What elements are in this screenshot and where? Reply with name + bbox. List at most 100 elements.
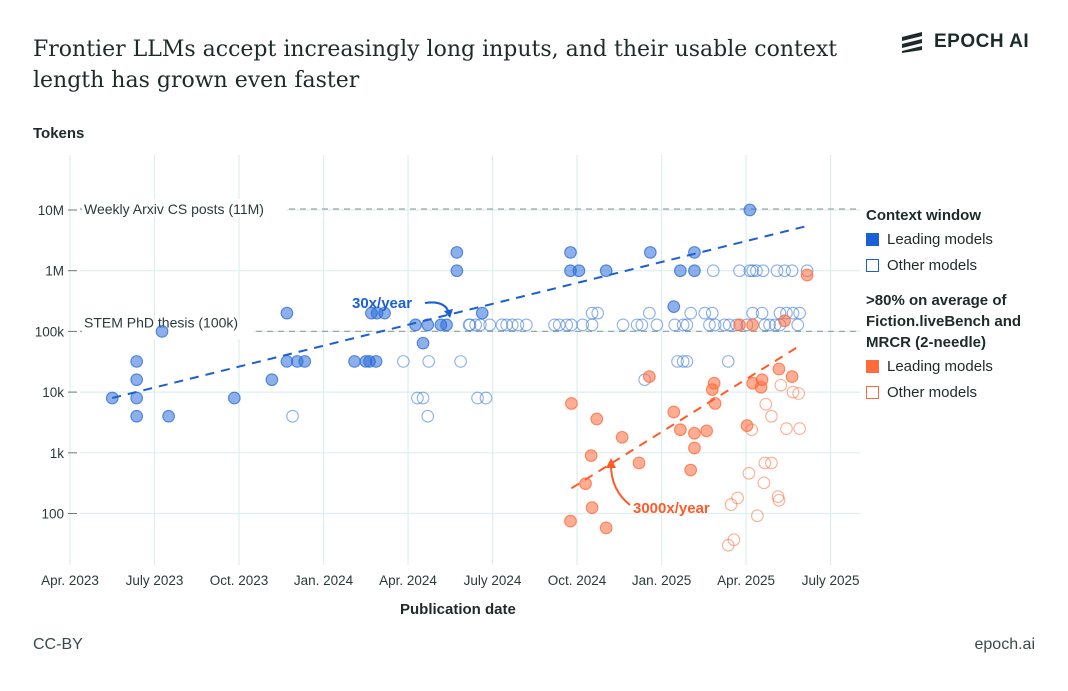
- context-leading-point: [130, 373, 144, 387]
- arrowhead-icon: [606, 458, 616, 468]
- x-tick-label: July 2023: [126, 573, 184, 588]
- usable-leading-point: [585, 501, 599, 514]
- x-tick-label: July 2025: [802, 573, 860, 588]
- usable-leading-point: [564, 514, 577, 528]
- context-other-point: [463, 318, 477, 332]
- context-leading-point: [265, 373, 279, 387]
- context-other-point: [676, 318, 690, 332]
- trend-label-orange: 3000x/year: [633, 500, 710, 517]
- reference-label: STEM PhD thesis (100k): [84, 314, 238, 330]
- trend-line: [112, 224, 809, 399]
- site-link[interactable]: epoch.ai: [974, 636, 1036, 653]
- context-leading-point: [130, 355, 144, 368]
- context-other-point: [698, 306, 712, 320]
- trend-line: [570, 344, 801, 490]
- usable-other-point: [774, 378, 788, 392]
- context-leading-point: [673, 264, 687, 278]
- usable-leading-point: [643, 370, 656, 383]
- usable-leading-point: [590, 412, 604, 426]
- context-leading-point: [227, 391, 241, 405]
- context-other-point: [422, 355, 436, 368]
- usable-other-point: [745, 423, 759, 437]
- context-other-point: [785, 264, 799, 278]
- context-leading-point: [378, 306, 391, 320]
- context-other-point: [778, 264, 791, 278]
- context-other-point: [718, 318, 731, 332]
- legend-group1-title: Context window: [866, 207, 981, 224]
- context-other-point: [471, 391, 484, 405]
- usable-leading-point: [778, 314, 791, 328]
- context-leading-point: [450, 264, 464, 278]
- context-other-point: [462, 318, 476, 332]
- context-other-point: [680, 355, 694, 368]
- context-leading-point: [348, 355, 361, 368]
- context-other-point: [643, 306, 656, 320]
- context-leading-point: [298, 355, 312, 368]
- legend: Context window Leading models Other mode…: [866, 205, 1021, 405]
- context-leading-point: [130, 409, 144, 423]
- usable-leading-point: [673, 423, 687, 437]
- x-tick-label: Jan. 2024: [294, 573, 354, 588]
- context-other-point: [676, 355, 690, 368]
- x-tick-label: Jan. 2025: [632, 573, 691, 588]
- context-other-point: [421, 409, 435, 423]
- y-tick-label: 1k: [50, 446, 65, 461]
- y-tick-label: 100k: [35, 324, 65, 339]
- context-leading-point: [280, 306, 294, 320]
- context-leading-point: [369, 355, 383, 368]
- context-other-point: [680, 318, 694, 332]
- context-other-point: [684, 306, 698, 320]
- context-other-point: [469, 318, 482, 332]
- context-other-point: [591, 306, 605, 320]
- context-other-point: [505, 318, 519, 332]
- usable-other-point: [786, 385, 800, 399]
- usable-other-point: [765, 409, 778, 423]
- context-other-point: [758, 318, 772, 332]
- context-leading-point: [688, 264, 701, 278]
- x-axis-label: Publication date: [400, 601, 516, 618]
- context-other-point: [479, 391, 493, 405]
- context-leading-point: [599, 264, 613, 278]
- usable-leading-point: [700, 424, 713, 438]
- usable-other-point: [742, 466, 756, 480]
- usable-leading-point: [772, 362, 786, 376]
- context-other-point: [585, 306, 599, 320]
- hollow-blue-square-icon: [866, 258, 879, 272]
- context-leading-point: [688, 246, 701, 259]
- context-leading-point: [440, 318, 453, 332]
- arrow-icon: [610, 464, 631, 506]
- usable-leading-point: [565, 397, 578, 410]
- context-leading-point: [743, 203, 757, 217]
- context-other-point: [705, 306, 719, 320]
- usable-other-point: [793, 422, 806, 435]
- usable-other-point: [765, 456, 778, 470]
- context-leading-point: [450, 246, 464, 259]
- context-other-point: [576, 318, 590, 332]
- arrowhead-icon: [444, 309, 453, 318]
- y-tick-label: 10k: [42, 385, 64, 400]
- usable-leading-point: [579, 477, 592, 491]
- usable-leading-point: [599, 521, 613, 535]
- x-tick-label: Oct. 2023: [210, 573, 269, 588]
- context-other-point: [668, 318, 682, 332]
- legend-label: Other models: [887, 383, 978, 401]
- hollow-orange-square-icon: [866, 385, 879, 399]
- context-other-point: [560, 318, 574, 332]
- legend-label: Leading models: [887, 230, 993, 248]
- legend-group2-title-1: >80% on average of: [866, 292, 1007, 309]
- context-other-point: [396, 355, 410, 368]
- y-tick-label: 100: [41, 507, 64, 522]
- context-other-point: [548, 318, 561, 332]
- logo-text: EPOCH AI: [934, 31, 1030, 52]
- usable-leading-point: [754, 380, 768, 394]
- legend-item-context-leading: Leading models: [866, 226, 1021, 252]
- filled-orange-square-icon: [866, 359, 879, 373]
- context-other-point: [483, 318, 497, 332]
- usable-leading-point: [746, 318, 760, 332]
- context-other-point: [756, 264, 770, 278]
- context-other-point: [733, 264, 746, 278]
- context-other-point: [770, 264, 784, 278]
- usable-other-point: [721, 538, 735, 552]
- context-leading-point: [643, 246, 657, 259]
- context-other-point: [454, 355, 467, 368]
